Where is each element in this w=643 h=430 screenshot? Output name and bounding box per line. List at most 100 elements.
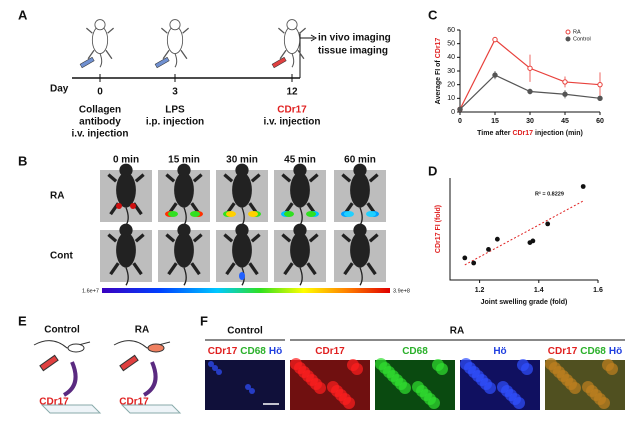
annotation: R² = 0.8229 [535, 190, 564, 197]
x-tick-label: 45 [561, 118, 569, 125]
channel-name: CDr17 [315, 346, 345, 357]
mouse-leg [134, 233, 145, 243]
probe-label: CDr17 [119, 397, 149, 408]
y-tick-label: 60 [447, 27, 455, 34]
legend-marker [565, 36, 571, 42]
mouse-head [293, 163, 307, 177]
mouse-tail [99, 53, 103, 68]
mouse-leg [279, 49, 287, 60]
y-tick-label: 30 [447, 68, 455, 75]
mouse-leg [192, 173, 203, 183]
x-tick-label: 0 [458, 118, 462, 125]
mouse-leg [165, 173, 176, 183]
mouse-leg [308, 173, 319, 183]
mouse-leg [180, 49, 188, 60]
y-axis-label-part: CDr17 [435, 38, 442, 59]
event-text: i.p. injection [146, 117, 204, 128]
mouse-leg [109, 262, 120, 276]
mouse-body [290, 232, 310, 268]
mouse-leg [107, 173, 118, 183]
mouse-head [353, 223, 367, 237]
channel-name: CD68 [402, 346, 428, 357]
decoration [212, 365, 218, 371]
mouse-drawing [85, 19, 115, 68]
mouse-leg [192, 233, 203, 243]
mouse-leg [107, 233, 118, 243]
event-text: i.v. injection [71, 129, 128, 140]
mouse-leg [248, 262, 259, 276]
mouse-head [119, 163, 133, 177]
decoration [513, 397, 525, 409]
data-point [457, 106, 463, 112]
group-label: RA [135, 325, 149, 336]
decoration [62, 361, 78, 397]
x-tick-label: 1.2 [475, 287, 485, 294]
y-axis-label: CDr17 FI (fold) [435, 205, 442, 253]
mouse-leg [366, 262, 377, 276]
syringe [79, 56, 95, 69]
x-tick-label: 30 [526, 118, 534, 125]
panel-label: D [428, 163, 437, 178]
mouse-leg [190, 262, 201, 276]
decoration [245, 384, 251, 390]
data-point [597, 81, 603, 88]
mouse-head [119, 223, 133, 237]
event-text: Collagen [79, 105, 121, 116]
mouse-leg [297, 49, 305, 60]
channel-name: CDr17 [548, 346, 578, 357]
channel-name: CDr17 [208, 346, 238, 357]
decoration [39, 354, 59, 372]
syringe [271, 56, 287, 69]
x-axis-label-part: Time after [477, 130, 512, 137]
decoration [399, 382, 411, 394]
time-label: 15 min [168, 155, 200, 166]
x-tick-label: 1.6 [593, 287, 603, 294]
axes [449, 178, 598, 281]
mouse-leg [368, 173, 379, 183]
legend-label: Control [573, 36, 591, 42]
y-tick-label: 20 [447, 82, 455, 89]
mouse-leg [250, 173, 261, 183]
trendline [464, 200, 584, 266]
channel-label: CDr17 [315, 346, 345, 357]
y-tick-label: 50 [447, 41, 455, 48]
decoration [366, 211, 376, 217]
event-text: CDr17 [277, 105, 307, 116]
mouse-drawing [341, 223, 379, 286]
channel-label: CD68 [402, 346, 428, 357]
decoration [239, 272, 245, 280]
mouse-body [116, 172, 136, 208]
mouse-tail [359, 267, 363, 286]
channel-label: CDr17 CD68 Hö [208, 346, 282, 357]
decoration [436, 363, 448, 375]
channel-label: CDr17 CD68 Hö [548, 346, 622, 357]
decoration [428, 397, 440, 409]
mouse-head [169, 19, 181, 31]
colorbar [102, 288, 390, 293]
y-tick-label: 40 [447, 54, 455, 61]
decoration [216, 369, 222, 375]
decoration [113, 340, 171, 349]
y-axis-label-part: Average FI of [435, 58, 442, 104]
x-axis-label: Time after CDr17 injection (min) [477, 130, 583, 137]
panel-label: E [18, 313, 27, 328]
decoration [168, 211, 178, 217]
time-label: 45 min [284, 155, 316, 166]
mouse-head [293, 223, 307, 237]
mouse-head [94, 19, 106, 31]
mouse-leg [250, 233, 261, 243]
mouse-leg [283, 262, 294, 276]
panel-label: A [18, 7, 28, 22]
decoration [248, 211, 258, 217]
mouse-leg [160, 27, 168, 34]
data-point [471, 260, 477, 266]
mouse-leg [277, 27, 285, 34]
data-point [527, 65, 533, 71]
mouse-body [166, 25, 184, 55]
mouse-leg [132, 262, 143, 276]
x-tick-label: 1.4 [534, 287, 544, 294]
mouse-leg [341, 233, 352, 243]
decoration [33, 340, 91, 349]
decoration [344, 211, 354, 217]
mouse-leg [134, 173, 145, 183]
